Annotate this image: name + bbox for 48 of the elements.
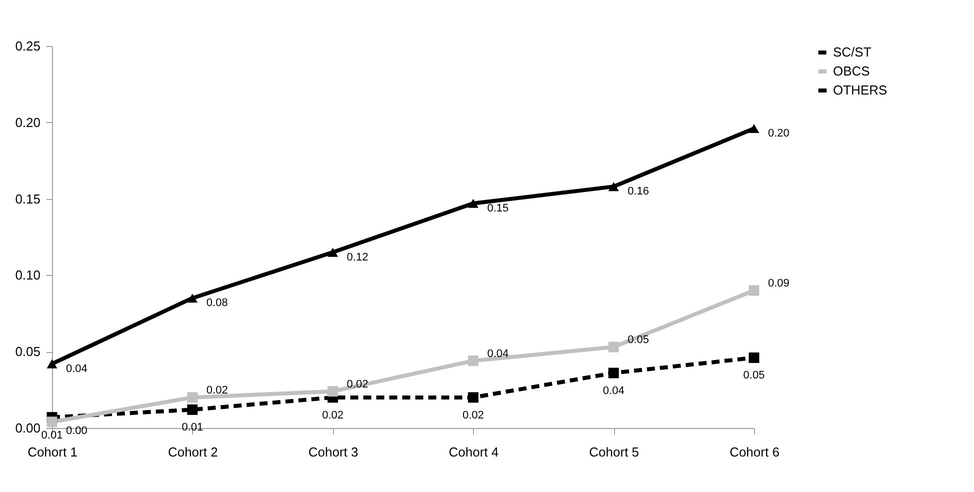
data-label: 0.12 — [346, 251, 368, 264]
data-label: 0.01 — [182, 422, 204, 434]
y-tick-label: 0.15 — [15, 191, 40, 206]
data-label: 0.04 — [66, 362, 88, 375]
point — [748, 285, 760, 296]
y-tick-label: 0.20 — [15, 114, 40, 130]
data-label: 0.05 — [628, 334, 650, 346]
point — [46, 359, 58, 368]
point — [468, 356, 478, 366]
data-label: 0.05 — [743, 370, 765, 382]
x-tick-label: Cohort 3 — [308, 444, 358, 460]
y-tick-label: 0.25 — [15, 38, 40, 54]
point — [187, 294, 198, 303]
data-label: 0.00 — [66, 424, 88, 437]
data-label: 0.02 — [462, 409, 484, 422]
y-tick-label: 0.00 — [15, 420, 40, 436]
point — [328, 386, 338, 397]
legend-label: OBCS — [833, 64, 870, 78]
data-label: 0.20 — [768, 128, 790, 140]
y-tick-label: 0.05 — [15, 344, 40, 360]
point — [468, 198, 478, 208]
y-tick-label: 0.10 — [15, 268, 40, 283]
data-label: 0.04 — [602, 384, 624, 397]
data-label: 0.02 — [206, 384, 228, 396]
point — [468, 392, 478, 403]
x-tick-label: Cohort 6 — [730, 444, 780, 460]
point — [328, 248, 338, 257]
point — [608, 342, 619, 352]
legend-label: SC/ST — [833, 44, 872, 60]
point — [748, 352, 760, 363]
x-tick-label: Cohort 4 — [448, 444, 499, 460]
data-label: 0.08 — [206, 297, 228, 310]
data-label: 0.01 — [41, 429, 63, 442]
point — [187, 392, 198, 403]
data-label: 0.09 — [768, 277, 790, 290]
point — [608, 368, 619, 378]
data-label: 0.02 — [346, 378, 368, 390]
x-tick-label: Cohort 1 — [28, 444, 78, 460]
data-label: 0.16 — [628, 186, 650, 198]
x-tick-label: Cohort 2 — [168, 444, 218, 460]
point — [187, 404, 198, 415]
data-label: 0.15 — [487, 202, 509, 214]
legend-label: OTHERS — [833, 82, 888, 98]
x-tick-label: Cohort 5 — [589, 444, 640, 460]
point — [748, 124, 760, 134]
point — [608, 182, 619, 192]
data-label: 0.02 — [322, 409, 344, 422]
data-label: 0.04 — [487, 348, 509, 360]
